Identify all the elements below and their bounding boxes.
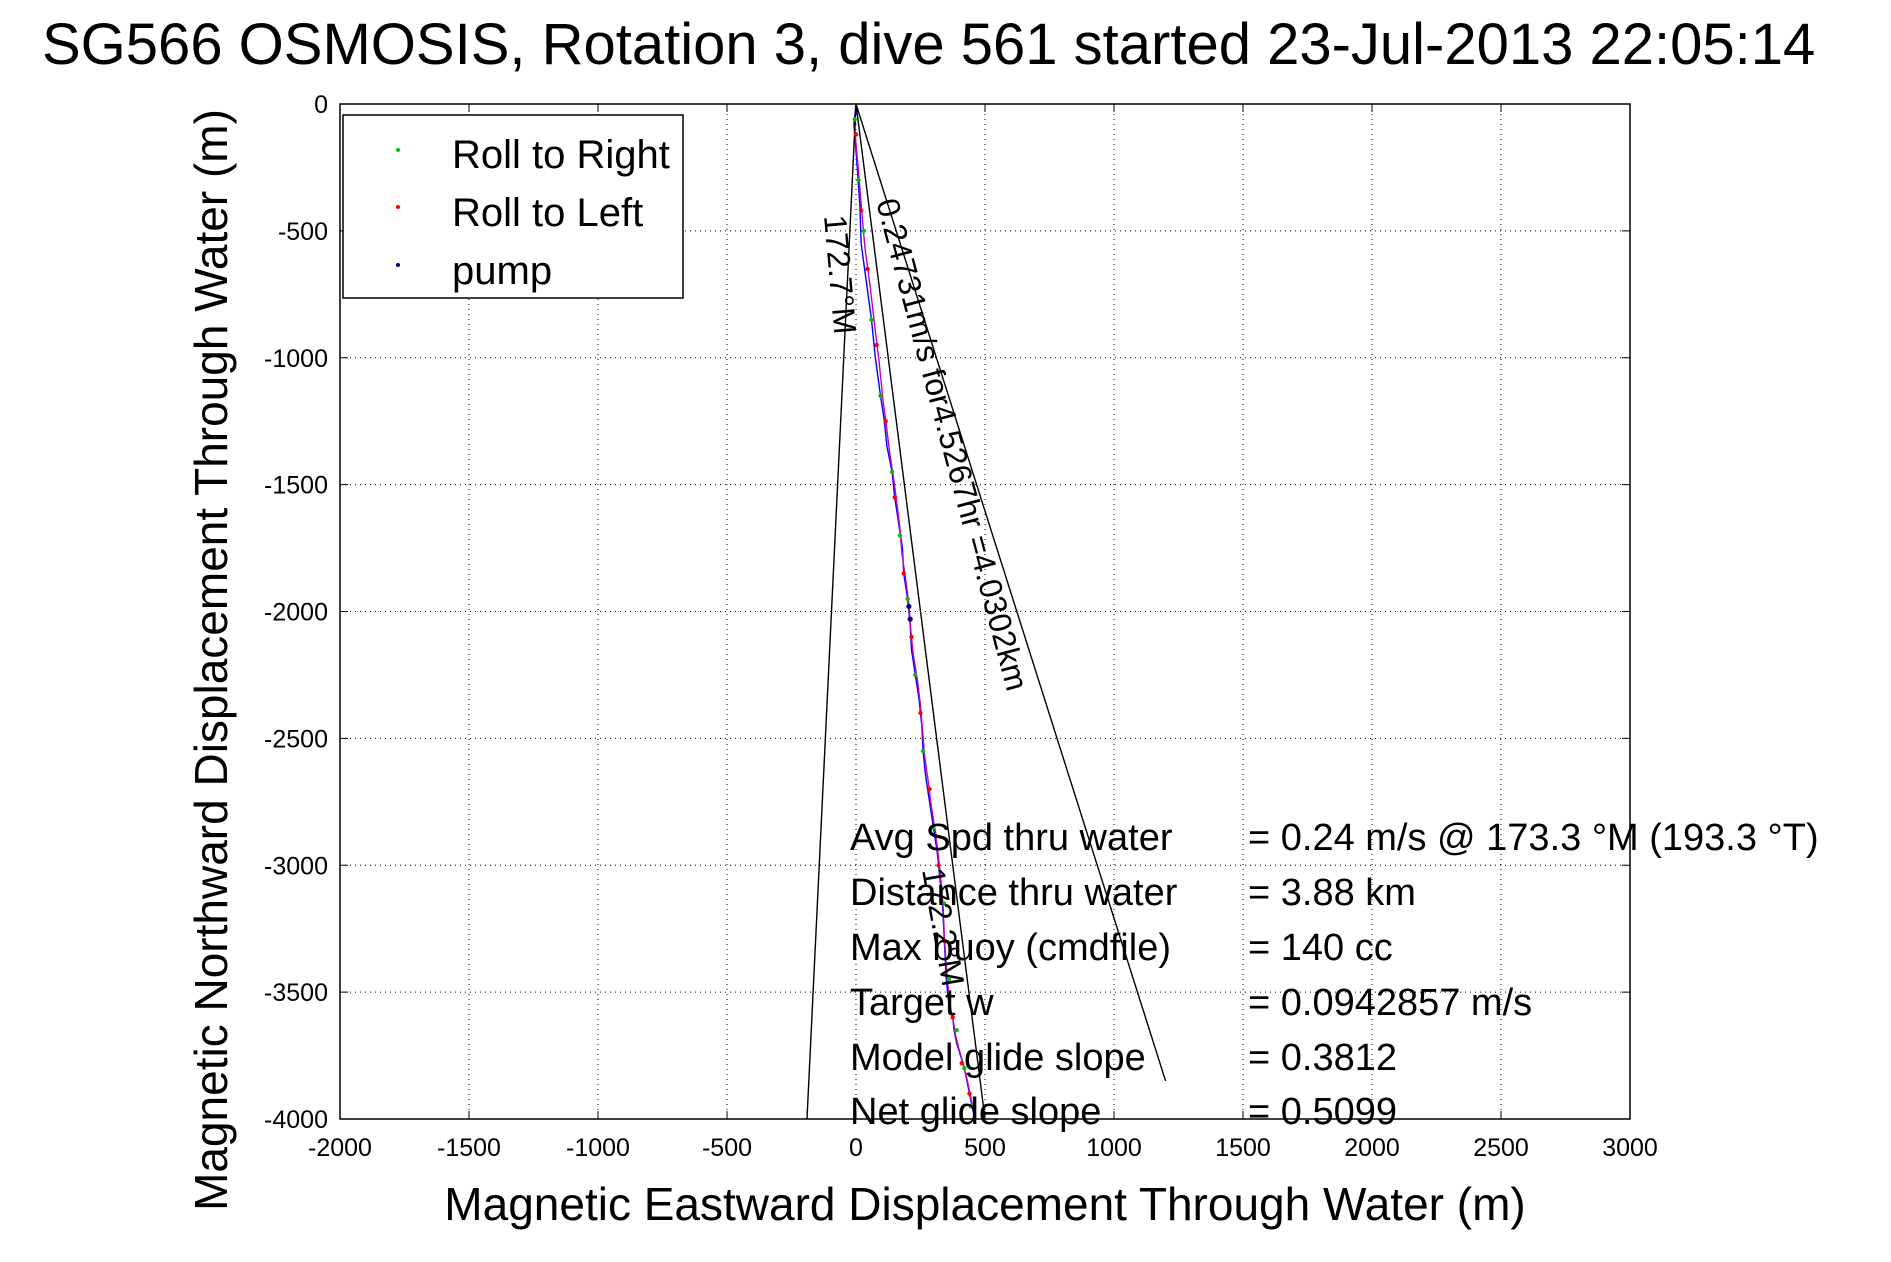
stat-label: Max buoy (cmdfile) bbox=[850, 927, 1171, 969]
point-roll-to-right bbox=[852, 117, 857, 122]
point-roll-to-left bbox=[936, 863, 941, 868]
x-tick-label: 3000 bbox=[1602, 1134, 1658, 1162]
x-tick-labels: -2000 -1500 -1000 -500 0 500 1000 1500 2000 2500 3… bbox=[308, 1134, 1658, 1162]
stats-block: Avg Spd thru water = 0.24 m/s @ 173.3 °M… bbox=[850, 817, 1819, 1133]
point-roll-to-left bbox=[874, 342, 879, 348]
point-roll-to-left bbox=[901, 571, 906, 576]
series-line-heading-line-172-7 bbox=[806, 103, 857, 1120]
x-tick-label: -1000 bbox=[566, 1134, 630, 1162]
point-roll-to-right bbox=[897, 533, 903, 538]
ticks bbox=[339, 103, 1631, 1120]
stat-label: Target w bbox=[850, 982, 994, 1024]
point-roll-to-left bbox=[883, 418, 888, 424]
series-line-heading-line-2 bbox=[855, 103, 1167, 1082]
stat-label: Net glide slope bbox=[850, 1091, 1101, 1133]
y-tick-label: -3000 bbox=[264, 852, 328, 880]
legend-marker-pump bbox=[396, 263, 400, 267]
grid bbox=[339, 103, 1631, 1120]
point-roll-to-right bbox=[920, 748, 926, 754]
legend-label-roll-left: Roll to Left bbox=[452, 191, 643, 235]
y-tick-label: -1500 bbox=[264, 472, 328, 500]
stat-label: Avg Spd thru water bbox=[850, 817, 1173, 859]
stat-value: = 0.0942857 m/s bbox=[1248, 982, 1532, 1024]
point-roll-to-right bbox=[941, 901, 946, 906]
point-roll-to-right bbox=[856, 177, 861, 183]
point-roll-to-left bbox=[950, 1015, 955, 1020]
stat-value: = 140 cc bbox=[1248, 927, 1393, 969]
x-tick-label: 0 bbox=[849, 1134, 863, 1162]
markers bbox=[852, 117, 974, 1109]
point-pump bbox=[907, 616, 913, 622]
point-roll-to-left bbox=[918, 710, 923, 716]
point-roll-to-right bbox=[878, 393, 883, 399]
y-axis-label: Magnetic Northward Displacement Through … bbox=[185, 109, 237, 1211]
point-roll-to-left bbox=[959, 1060, 964, 1066]
legend: Roll to Right Roll to Left pump bbox=[342, 114, 684, 299]
point-roll-to-left bbox=[865, 266, 870, 272]
point-roll-to-left bbox=[858, 208, 864, 213]
point-roll-to-left bbox=[942, 939, 948, 944]
x-tick-label: 500 bbox=[964, 1134, 1006, 1162]
point-roll-to-right bbox=[954, 1027, 959, 1033]
x-tick-label: -2000 bbox=[308, 1134, 372, 1162]
y-tick-label: -3500 bbox=[264, 979, 328, 1007]
y-tick-label: -500 bbox=[278, 218, 328, 246]
series-line-heading-line-3 bbox=[855, 103, 986, 1120]
x-tick-label: 2500 bbox=[1473, 1134, 1529, 1162]
stat-label: Model glide slope bbox=[850, 1037, 1146, 1079]
stat-value: = 0.3812 bbox=[1248, 1037, 1397, 1079]
legend-marker-roll-right bbox=[396, 148, 400, 152]
y-tick-label: -2000 bbox=[264, 599, 328, 627]
point-roll-to-right bbox=[931, 824, 936, 830]
point-roll-to-right bbox=[913, 672, 918, 678]
series bbox=[806, 103, 1167, 1122]
y-tick-label: -1000 bbox=[264, 345, 328, 373]
legend-label-pump: pump bbox=[452, 249, 552, 293]
legend-marker-roll-left bbox=[396, 205, 400, 209]
point-roll-to-left bbox=[853, 132, 859, 137]
point-roll-to-right bbox=[962, 1066, 967, 1071]
y-tick-label: -2500 bbox=[264, 725, 328, 753]
x-tick-label: -500 bbox=[702, 1134, 752, 1162]
point-roll-to-left bbox=[909, 634, 914, 640]
point-roll-to-right bbox=[869, 317, 874, 322]
x-tick-label: 1500 bbox=[1215, 1134, 1271, 1162]
point-roll-to-right bbox=[968, 1104, 974, 1109]
stat-label: Distance thru water bbox=[850, 872, 1178, 914]
x-axis-label: Magnetic Eastward Displacement Through W… bbox=[444, 1178, 1525, 1230]
stat-value: = 0.24 m/s @ 173.3 °M (193.3 °T) bbox=[1248, 817, 1819, 859]
point-roll-to-right bbox=[889, 469, 895, 475]
legend-label-roll-right: Roll to Right bbox=[452, 133, 670, 177]
stat-value: = 0.5099 bbox=[1248, 1091, 1397, 1133]
y-tick-label: -4000 bbox=[264, 1106, 328, 1134]
point-roll-to-right bbox=[946, 977, 952, 982]
point-roll-to-right bbox=[861, 228, 866, 234]
chart-title: SG566 OSMOSIS, Rotation 3, dive 561 star… bbox=[42, 12, 1815, 77]
x-tick-label: -1500 bbox=[437, 1134, 501, 1162]
stat-value: = 3.88 km bbox=[1248, 872, 1416, 914]
point-roll-to-left bbox=[892, 495, 897, 500]
point-roll-to-left bbox=[927, 786, 932, 792]
y-tick-labels: 0 -500 -1000 -1500 -2000 -2500 -3000 -3500 -4000 bbox=[264, 91, 328, 1134]
x-tick-label: 2000 bbox=[1344, 1134, 1400, 1162]
point-pump bbox=[906, 603, 912, 610]
point-roll-to-right bbox=[905, 596, 910, 602]
series-line-dive-track bbox=[854, 103, 977, 1118]
y-tick-label: 0 bbox=[314, 91, 328, 119]
x-tick-label: 1000 bbox=[1086, 1134, 1142, 1162]
point-roll-to-left bbox=[967, 1091, 972, 1096]
